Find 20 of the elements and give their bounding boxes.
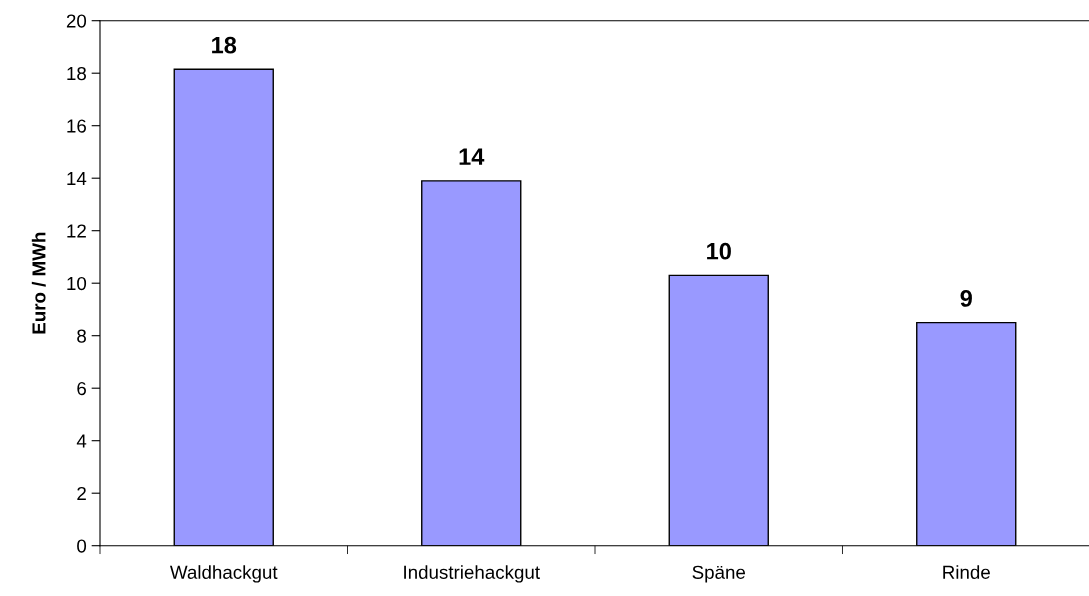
- y-tick-label: 2: [77, 486, 86, 500]
- data-label: 18: [212, 36, 237, 54]
- y-tick-label: 8: [77, 329, 86, 343]
- x-tick-label: Rinde: [943, 565, 990, 579]
- y-tick-label: 10: [67, 276, 87, 291]
- x-tick-label: Waldhackgut: [169, 565, 278, 583]
- y-tick-label: 16: [67, 119, 86, 133]
- y-tick-label: 6: [77, 381, 86, 396]
- y-tick-label: 20: [66, 14, 87, 28]
- y-tick-label: 12: [67, 224, 86, 238]
- x-tick-label: Späne: [692, 565, 746, 583]
- y-axis-title: Euro / MWh: [31, 232, 46, 334]
- y-tick-label: 18: [67, 66, 86, 81]
- data-label: 14: [459, 148, 485, 165]
- x-tick-label: Industriehackgut: [404, 565, 540, 583]
- y-tick-label: 0: [77, 539, 87, 553]
- y-tick-label: 14: [67, 172, 87, 185]
- data-label: 9: [960, 290, 972, 307]
- y-tick-label: 4: [76, 434, 87, 448]
- data-label: 10: [707, 242, 731, 260]
